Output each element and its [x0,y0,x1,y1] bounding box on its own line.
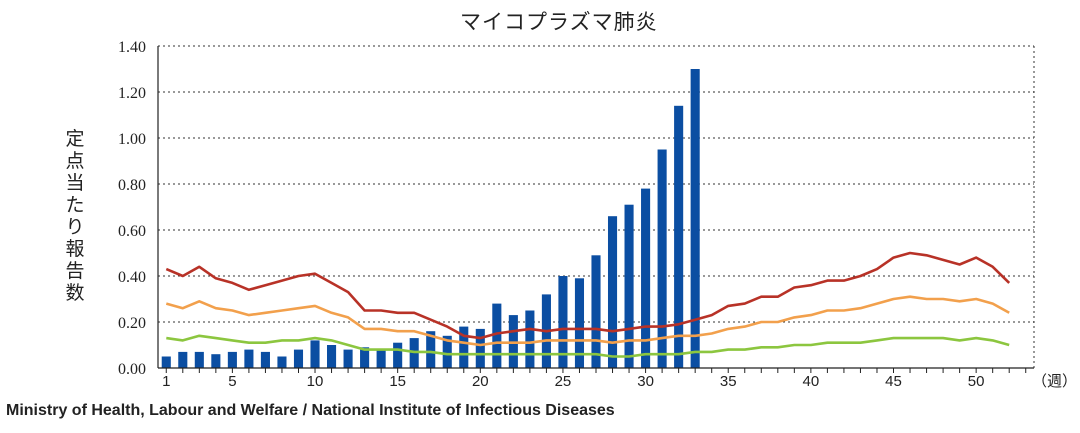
x-tick-label: 25 [555,373,572,390]
axes [157,46,1034,373]
bar [293,349,304,368]
x-tick-label: 10 [307,373,324,390]
bar [178,351,188,368]
bar [591,255,601,368]
bar [327,345,337,368]
y-tick-label: 0.60 [118,223,146,240]
bar [475,328,485,368]
bar [343,349,353,368]
y-tick-label: 0.40 [118,269,146,286]
series-line [165,295,1010,347]
bar [426,331,436,368]
bar [459,326,469,368]
bar [310,340,320,368]
bar [525,310,535,368]
line-series [165,251,1011,358]
bar [442,335,452,368]
x-tick-label: 1 [162,373,170,390]
bar [194,351,204,368]
bar [260,351,270,368]
x-axis-unit: （週） [1032,373,1077,390]
series-line [166,334,1010,358]
chart-plot: 0.000.200.400.600.801.001.201.401 5 10 15 20… [118,39,1077,390]
x-tick-label: 40 [803,373,820,390]
bar [227,351,237,368]
y-tick-label: 1.40 [118,39,146,56]
bar [492,303,502,368]
y-tick-label: 1.00 [118,131,146,148]
x-tick-label: 5 [228,373,236,390]
y-tick-label: 0.80 [118,177,146,194]
x-tick-label: 15 [389,373,406,390]
series-line [165,251,1011,340]
bar [674,105,684,369]
y-tick-label: 0.20 [118,315,146,332]
bar [558,276,568,368]
source-credit: Ministry of Health, Labour and Welfare /… [6,402,615,419]
gridlines [158,45,1035,368]
bar [690,69,700,368]
bar [574,278,585,368]
x-tick-label: 50 [968,373,985,390]
x-tick-label: 20 [472,373,489,390]
bar [657,149,667,368]
bar [244,349,254,368]
x-tick-label: 30 [637,373,654,390]
bar [607,216,618,368]
bar [641,188,651,368]
bar [624,204,634,368]
bar [277,356,287,368]
bar [161,356,171,368]
chart-title: マイコプラズマ肺炎 [460,10,658,34]
bar [211,354,221,368]
bar [360,347,370,368]
bar [393,342,403,368]
y-tick-label: 0.00 [118,361,146,378]
y-axis-label: 定点当たり報告数 [65,128,85,304]
bar-series [161,69,700,369]
tick-labels: 0.000.200.400.600.801.001.201.401 5 10 15 20… [118,39,1077,390]
x-tick-label: 35 [720,373,737,390]
bar [376,349,386,368]
x-tick-label: 45 [885,373,902,390]
y-tick-label: 1.20 [118,85,146,102]
